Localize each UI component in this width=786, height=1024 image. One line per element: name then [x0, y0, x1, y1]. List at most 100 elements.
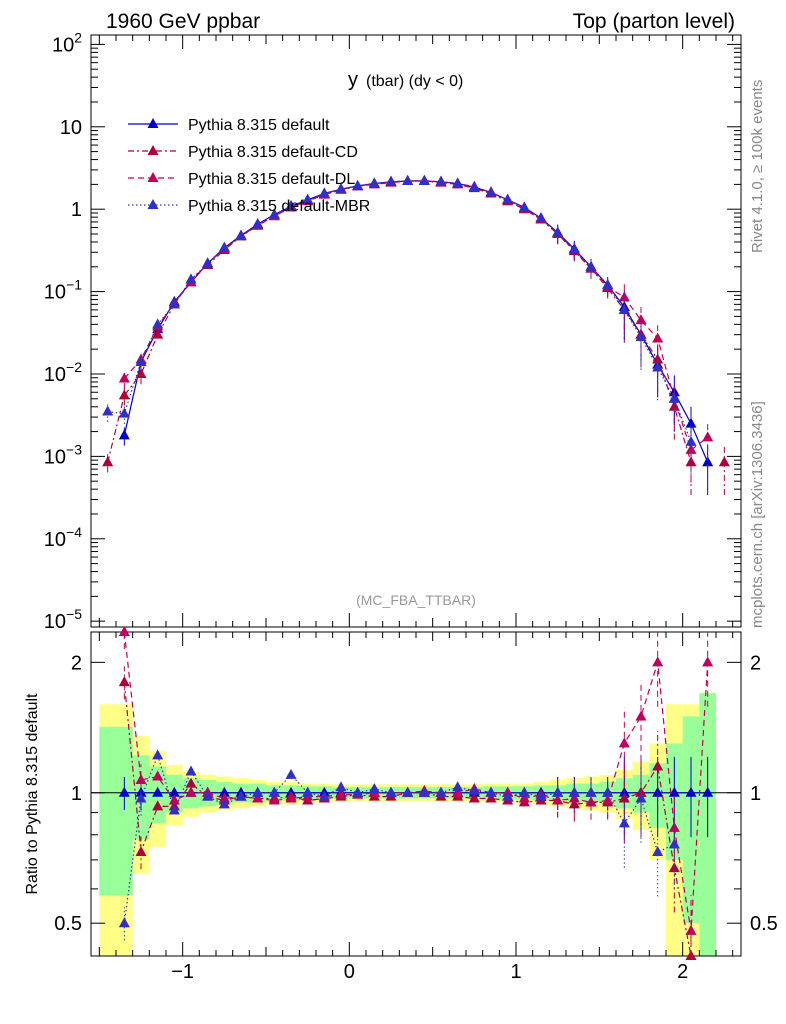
data-point — [252, 786, 264, 797]
data-point — [635, 792, 647, 803]
data-point — [652, 845, 664, 856]
data-point — [618, 291, 630, 302]
data-point — [368, 783, 380, 794]
data-point — [268, 794, 280, 805]
data-point — [302, 193, 314, 204]
ratio-x-tick-label: 2 — [677, 961, 688, 983]
main-y-tick-exponent: −4 — [66, 524, 82, 540]
data-point — [618, 737, 630, 748]
data-point — [652, 361, 664, 372]
series-line — [123, 753, 675, 924]
series-line — [123, 179, 709, 451]
legend: Pythia 8.315 default Pythia 8.315 default… — [128, 117, 370, 215]
data-point — [318, 790, 330, 801]
data-point — [152, 749, 164, 760]
band-inner-bin — [116, 726, 133, 896]
series-line — [123, 682, 692, 957]
data-point — [502, 790, 514, 801]
data-point — [352, 786, 364, 797]
data-point — [135, 367, 147, 378]
data-point — [168, 804, 180, 815]
data-point — [418, 786, 430, 797]
main-y-tick-label: 10−5 — [44, 606, 82, 633]
ratio-x-tick-label: −1 — [171, 961, 194, 983]
data-point — [668, 821, 680, 832]
main-series-group — [102, 174, 730, 495]
data-point — [368, 177, 380, 188]
data-point — [485, 786, 497, 797]
data-point — [435, 175, 447, 186]
legend-marker — [147, 145, 159, 155]
series-2 — [118, 174, 714, 483]
data-point — [185, 777, 197, 788]
legend-label: Pythia 8.315 default-DL — [188, 171, 355, 188]
data-point — [385, 175, 397, 186]
data-point — [102, 456, 114, 467]
ratio-panel: 0.5 0.5 1 1 2 2 −1 0 1 2 Ratio to Pythia 8.315 d… — [24, 626, 778, 983]
band-inner-bin — [99, 726, 116, 896]
data-point — [218, 798, 230, 809]
data-point — [402, 786, 414, 797]
data-point — [218, 792, 230, 803]
ratio-y-tick-label-right: 2 — [750, 652, 761, 674]
data-point — [168, 298, 180, 309]
main-y-tick-label: 10−1 — [44, 277, 82, 304]
data-point — [702, 431, 714, 442]
data-point — [335, 788, 347, 799]
main-y-tick-labels: 102 10 1 10−1 10−2 10−3 10−4 10−5 — [44, 29, 82, 633]
data-point — [152, 800, 164, 811]
data-point — [285, 792, 297, 803]
legend-label: Pythia 8.315 default-CD — [188, 144, 358, 161]
data-point — [135, 774, 147, 785]
ratio-y-tick-label-left: 0.5 — [54, 913, 82, 935]
data-point — [618, 303, 630, 314]
ratio-x-tick-label: 0 — [344, 961, 355, 983]
main-y-tick-label: 1 — [71, 199, 82, 221]
analysis-watermark: (MC_FBA_TTBAR) — [356, 592, 476, 608]
main-panel: 102 10 1 10−1 10−2 10−3 10−4 10−5 y (tbar) (dy … — [44, 29, 742, 633]
data-point — [185, 273, 197, 284]
main-y-tick-exponent: −2 — [66, 359, 82, 375]
main-axis-ticks — [91, 35, 741, 627]
data-point — [435, 786, 447, 797]
data-point — [702, 456, 714, 467]
plot-title-main: y — [348, 69, 358, 91]
data-point — [335, 781, 347, 792]
data-point — [668, 392, 680, 403]
data-point — [118, 917, 130, 928]
series-0 — [118, 174, 714, 495]
data-point — [685, 435, 697, 446]
collider-energy-label: 1960 GeV ppbar — [106, 10, 260, 33]
data-point — [585, 786, 597, 797]
data-point — [535, 212, 547, 223]
data-point — [518, 786, 530, 797]
data-point — [152, 318, 164, 329]
data-point — [235, 230, 247, 241]
data-point — [352, 180, 364, 191]
data-point — [635, 331, 647, 342]
rivet-version-label: Rivet 4.1.0, ≥ 100k events — [749, 80, 766, 253]
legend-label: Pythia 8.315 default-MBR — [188, 198, 370, 215]
series-1 — [118, 666, 697, 960]
data-point — [452, 786, 464, 797]
data-point — [468, 792, 480, 803]
data-point — [502, 193, 514, 204]
process-label: Top (parton level) — [573, 10, 735, 33]
data-point — [685, 443, 697, 454]
series-3 — [102, 174, 697, 475]
data-point — [118, 786, 130, 797]
data-point — [118, 626, 130, 636]
series-1 — [102, 174, 730, 495]
ratio-series-group — [118, 626, 714, 960]
data-point — [585, 260, 597, 271]
data-point — [152, 786, 164, 797]
data-point — [635, 710, 647, 721]
data-point — [535, 790, 547, 801]
legend-marker — [147, 199, 159, 209]
data-point — [135, 792, 147, 803]
data-point — [468, 181, 480, 192]
data-point — [485, 792, 497, 803]
series-line — [107, 180, 692, 443]
data-point — [652, 332, 664, 343]
